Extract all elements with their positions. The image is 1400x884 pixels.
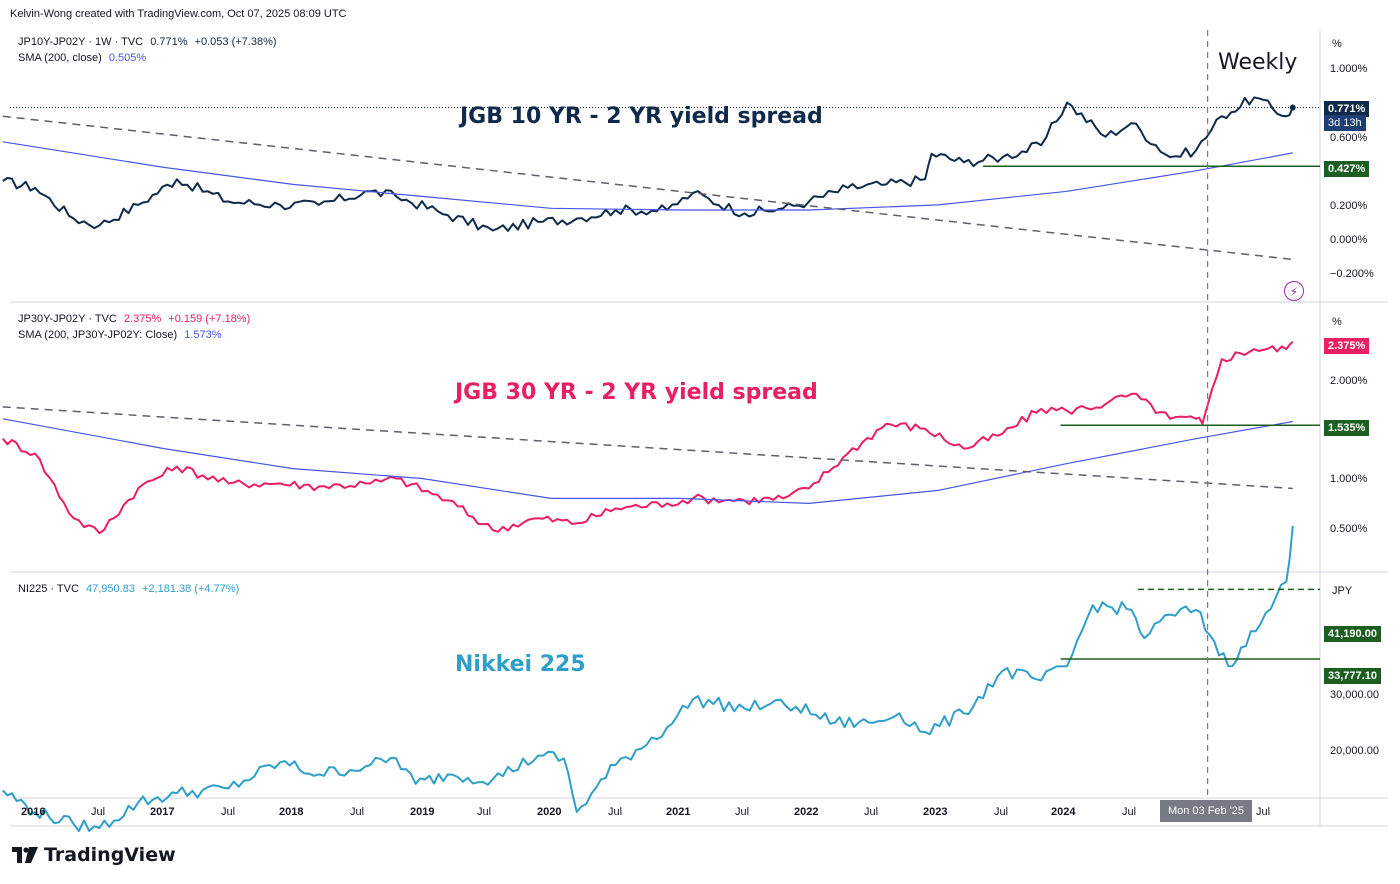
pane-nikkei [2,525,1320,832]
legend-change: +2,181.38 (+4.77%) [142,583,240,595]
x-tick: Jul [91,806,106,818]
trendline [2,406,1293,490]
x-tick: 2024 [1051,806,1076,818]
last-price-tag-30y2y: 2.375% [1324,338,1370,354]
unit-label-30y2y: % [1332,316,1342,328]
bar-countdown: 3d 13h [1324,115,1366,131]
lightning-icon[interactable]: ⚡ [1284,281,1304,301]
pane-title-30y2y: JGB 30 YR - 2 YR yield spread [455,380,818,405]
series-line [2,340,1294,535]
legend-30y2y[interactable]: JP30Y-JP02Y · TVC 2.375% +0.159 (+7.18%) [18,313,254,325]
sma-label: SMA (200, close) [18,52,102,64]
legend-sma-10y2y[interactable]: SMA (200, close) 0.505% [18,52,150,64]
support-tag-nikkei: 33,777.10 [1324,668,1381,684]
x-tick: Jul [477,806,492,818]
legend-change: +0.053 (+7.38%) [194,36,277,48]
x-tick: 2016 [21,806,46,818]
x-tick: 2021 [666,806,691,818]
unit-label-10y2y: % [1332,38,1342,50]
x-tick: 2022 [794,806,819,818]
axis-tick: 0.500% [1330,523,1368,535]
pane-10y2y [2,96,1320,261]
axis-tick: −0.200% [1330,268,1374,280]
legend-sma-30y2y[interactable]: SMA (200, JP30Y-JP02Y: Close) 1.573% [18,329,226,341]
x-tick: Jul [735,806,750,818]
sma-value: 0.505% [108,52,147,64]
cursor-date-tag: Mon 03 Feb '25 [1160,800,1252,822]
legend-nikkei[interactable]: NI225 · TVC 47,950.83 +2,181.38 (+4.77%) [18,583,243,595]
pane-title-nikkei: Nikkei 225 [455,652,586,677]
support-tag-10y2y: 0.427% [1324,161,1370,177]
attribution-text: Kelvin-Wong created with TradingView.com… [10,8,347,20]
legend-symbol: JP10Y-JP02Y · 1W · TVC [18,36,144,48]
tradingview-logo-icon [12,847,38,863]
axis-tick: 1.000% [1330,473,1368,485]
legend-value: 2.375% [123,313,162,325]
axis-tick: 0.200% [1330,200,1368,212]
series-line [2,525,1294,832]
timeframe-label: Weekly [1218,50,1298,75]
support-tag-30y2y: 1.535% [1324,420,1370,436]
resistance-tag-nikkei: 41,190.00 [1324,626,1381,642]
x-tick: Jul [608,806,623,818]
x-tick: 2020 [537,806,562,818]
series-line [2,96,1294,232]
trendline [2,115,1293,261]
pane-title-10y2y: JGB 10 YR - 2 YR yield spread [460,104,823,129]
axis-tick: 1.000% [1330,63,1368,75]
axis-tick: 2.000% [1330,375,1368,387]
x-tick: 2018 [279,806,304,818]
x-tick: 2017 [150,806,175,818]
legend-change: +0.159 (+7.18%) [168,313,251,325]
x-tick: 2023 [923,806,948,818]
sma-value: 1.573% [184,329,222,341]
x-tick: Jul [864,806,879,818]
axis-tick: 0.600% [1330,132,1368,144]
legend-10y2y[interactable]: JP10Y-JP02Y · 1W · TVC 0.771% +0.053 (+7… [18,36,281,48]
legend-symbol: NI225 · TVC [18,583,79,595]
legend-value: 47,950.83 [86,583,135,595]
axis-tick: 0.000% [1330,234,1368,246]
x-tick: Jul [221,806,236,818]
logo-text: TradingView [44,844,176,866]
legend-value: 0.771% [150,36,188,48]
unit-label-nikkei: JPY [1332,585,1353,597]
axis-tick: 30,000.00 [1330,689,1379,701]
axis-tick: 20,000.00 [1330,745,1379,757]
x-tick: Jul [1256,806,1271,818]
sma-label: SMA (200, JP30Y-JP02Y: Close) [18,329,178,341]
sma-line [2,418,1293,504]
sma-line [2,141,1293,211]
last-price-marker [1289,104,1296,111]
pane-30y2y [2,340,1320,535]
x-tick: Jul [1122,806,1137,818]
tradingview-logo[interactable]: TradingView [12,844,176,866]
last-price-tag-10y2y: 0.771% [1324,101,1370,117]
x-tick: Jul [350,806,365,818]
x-tick: 2019 [410,806,435,818]
x-tick: Jul [994,806,1009,818]
legend-symbol: JP30Y-JP02Y · TVC [18,313,117,325]
pane-separators [10,30,1388,827]
